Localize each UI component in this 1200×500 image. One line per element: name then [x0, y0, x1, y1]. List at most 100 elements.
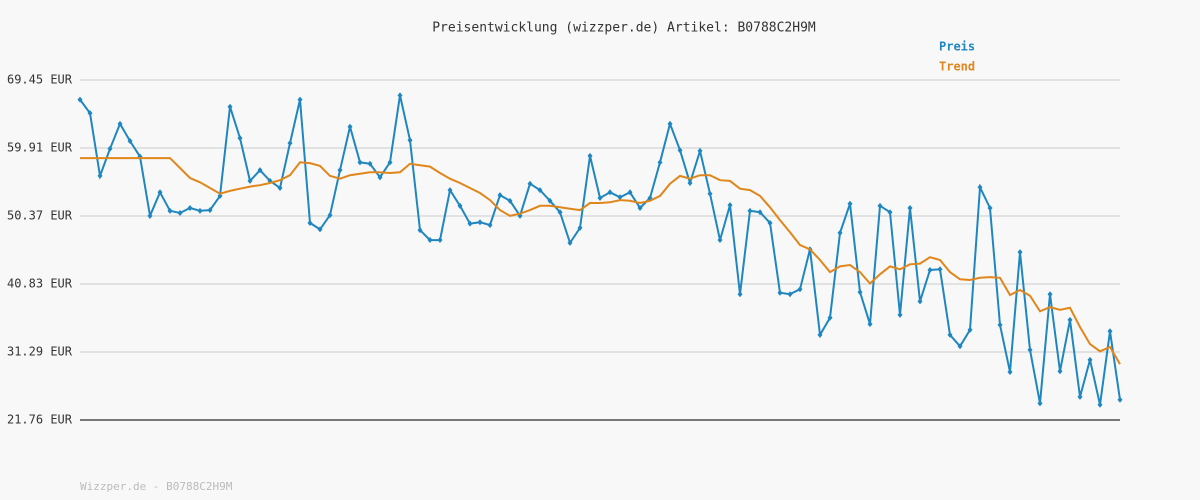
point-marker — [937, 266, 943, 273]
point-marker — [497, 192, 503, 199]
point-marker — [827, 314, 833, 321]
point-marker — [1077, 393, 1083, 400]
point-marker — [797, 286, 803, 293]
point-marker — [747, 207, 753, 214]
point-marker — [537, 187, 543, 194]
point-marker — [887, 209, 893, 216]
point-marker — [257, 167, 263, 174]
point-marker — [637, 204, 643, 211]
point-marker — [277, 185, 283, 192]
point-marker — [447, 187, 453, 194]
point-marker — [417, 227, 423, 234]
point-marker — [617, 194, 623, 201]
point-marker — [377, 174, 383, 181]
point-marker — [387, 159, 393, 166]
point-marker — [1067, 316, 1073, 323]
point-marker — [1047, 291, 1053, 298]
point-marker — [557, 209, 563, 216]
point-marker — [1087, 356, 1093, 363]
point-marker — [877, 202, 883, 209]
point-marker — [107, 145, 113, 152]
point-marker — [347, 123, 353, 130]
point-marker — [967, 326, 973, 333]
point-marker — [237, 135, 243, 142]
point-marker — [717, 237, 723, 244]
point-marker — [837, 229, 843, 236]
point-marker — [77, 96, 83, 103]
point-marker — [677, 147, 683, 154]
point-marker — [317, 226, 323, 233]
y-tick-label: 69.45 EUR — [7, 73, 73, 87]
point-marker — [427, 237, 433, 244]
point-marker — [287, 140, 293, 147]
point-marker — [627, 189, 633, 196]
point-marker — [697, 147, 703, 154]
point-marker — [977, 184, 983, 191]
point-marker — [227, 103, 233, 110]
point-marker — [327, 212, 333, 219]
point-marker — [527, 180, 533, 187]
point-marker — [687, 180, 693, 187]
point-marker — [917, 298, 923, 305]
point-marker — [767, 219, 773, 226]
point-marker — [167, 207, 173, 214]
point-marker — [487, 222, 493, 229]
y-tick-label: 40.83 EUR — [7, 277, 73, 291]
legend-label: Trend — [939, 60, 975, 74]
point-marker — [957, 343, 963, 350]
series-line — [79, 95, 1121, 405]
point-marker — [177, 209, 183, 216]
point-marker — [727, 202, 733, 209]
point-marker — [407, 137, 413, 144]
point-marker — [1037, 400, 1043, 407]
point-marker — [457, 202, 463, 209]
point-marker — [847, 200, 853, 207]
point-marker — [187, 204, 193, 211]
point-marker — [597, 194, 603, 201]
point-marker — [357, 159, 363, 166]
point-marker — [437, 237, 443, 244]
point-marker — [337, 167, 343, 174]
point-marker — [247, 177, 253, 184]
point-marker — [987, 204, 993, 211]
point-marker — [467, 220, 473, 227]
point-marker — [157, 189, 163, 196]
point-marker — [607, 189, 613, 196]
point-marker — [367, 160, 373, 167]
point-marker — [1107, 328, 1113, 335]
point-marker — [997, 321, 1003, 328]
point-marker — [857, 289, 863, 296]
point-marker — [207, 207, 213, 214]
point-marker — [907, 204, 913, 211]
point-marker — [1007, 368, 1013, 375]
y-tick-label: 31.29 EUR — [7, 345, 73, 359]
point-marker — [947, 331, 953, 338]
point-marker — [737, 291, 743, 298]
point-marker — [547, 197, 553, 204]
series-line — [80, 157, 1121, 365]
point-marker — [1057, 368, 1063, 375]
chart-title: Preisentwicklung (wizzper.de) Artikel: B… — [432, 21, 816, 36]
y-tick-label: 59.91 EUR — [7, 141, 73, 155]
point-marker — [117, 120, 123, 127]
point-marker — [127, 137, 133, 144]
point-marker — [1117, 396, 1123, 403]
point-marker — [867, 321, 873, 328]
point-marker — [397, 92, 403, 99]
point-marker — [927, 266, 933, 273]
point-marker — [577, 224, 583, 231]
point-marker — [707, 190, 713, 197]
point-marker — [477, 219, 483, 226]
y-tick-label: 50.37 EUR — [7, 209, 73, 223]
point-marker — [1097, 401, 1103, 408]
point-marker — [197, 207, 203, 214]
point-marker — [297, 96, 303, 103]
point-marker — [1027, 346, 1033, 353]
point-marker — [667, 120, 673, 127]
legend-label: Preis — [939, 40, 975, 54]
point-marker — [1017, 249, 1023, 256]
point-marker — [87, 110, 93, 117]
point-marker — [897, 311, 903, 318]
